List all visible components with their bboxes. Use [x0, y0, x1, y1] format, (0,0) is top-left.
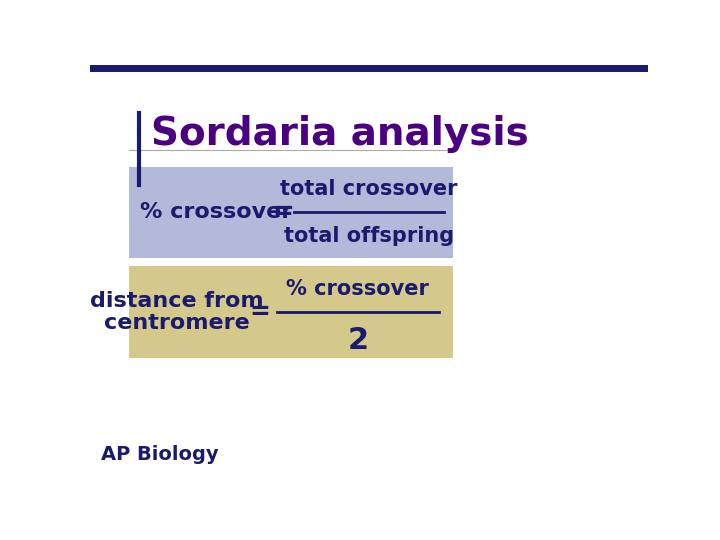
- Text: % crossover: % crossover: [287, 279, 429, 299]
- Text: centromere: centromere: [104, 313, 249, 333]
- Text: =: =: [272, 200, 293, 225]
- Text: total crossover: total crossover: [280, 179, 458, 199]
- Text: total offspring: total offspring: [284, 226, 454, 246]
- Text: AP Biology: AP Biology: [101, 445, 219, 464]
- Text: Sordaria analysis: Sordaria analysis: [151, 114, 529, 153]
- Bar: [129, 167, 453, 258]
- Text: 2: 2: [347, 326, 369, 354]
- Text: distance from: distance from: [90, 292, 264, 312]
- Bar: [90, 65, 648, 72]
- Text: =: =: [250, 300, 271, 324]
- Bar: [129, 266, 453, 358]
- Text: % crossover: % crossover: [140, 202, 292, 222]
